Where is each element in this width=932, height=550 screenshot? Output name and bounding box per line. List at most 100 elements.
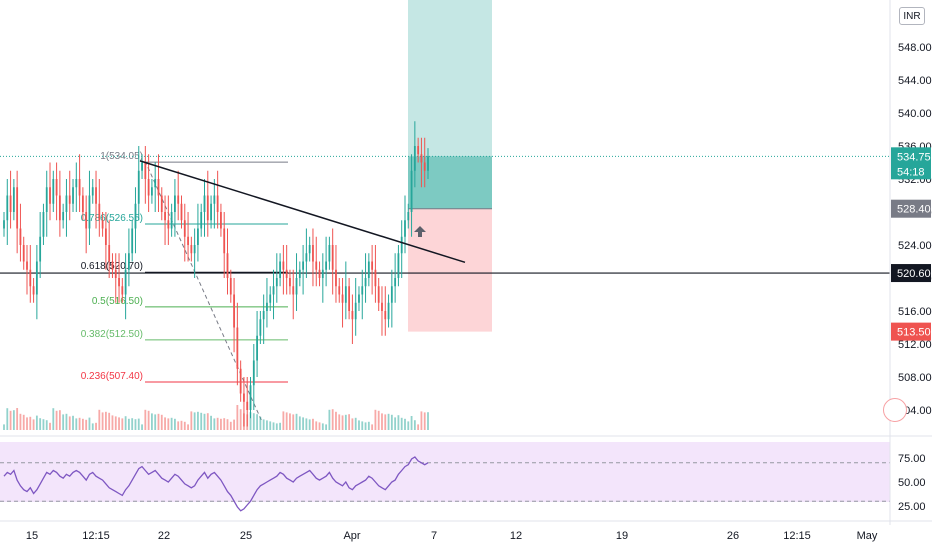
volume-bar [387, 413, 390, 430]
volume-bar [55, 410, 58, 430]
candle-body [68, 195, 71, 204]
volume-bar [42, 419, 45, 430]
fib-level-label: 0.236(507.40) [81, 371, 143, 382]
candle-body [302, 261, 305, 270]
price-tick: 516.00 [898, 306, 932, 318]
volume-bar [272, 422, 275, 430]
candle-body [390, 286, 393, 303]
volume-bar [200, 412, 203, 430]
candle-body [216, 195, 219, 212]
candle-body [35, 261, 38, 295]
candle-body [190, 245, 193, 254]
price-axis[interactable]: 5548.00544.00540.00536.00532.00528.00524… [889, 0, 932, 525]
candle-body [3, 220, 5, 229]
volume-bar [236, 405, 239, 430]
candle-body [358, 294, 360, 303]
time-tick: 12 [510, 530, 522, 542]
candle-body [423, 162, 426, 171]
candle-body [381, 302, 383, 311]
candle-body [420, 154, 423, 163]
time-tick: 7 [431, 530, 437, 542]
candle-body [141, 162, 143, 171]
volume-bar [243, 413, 245, 430]
volume-bar [269, 421, 272, 430]
candle-body [266, 302, 268, 311]
volume-bar [167, 418, 170, 430]
candle-body [22, 245, 25, 262]
volume-bar [338, 414, 341, 430]
volume-bar [427, 412, 429, 430]
volume-bar [39, 418, 42, 430]
rsi-tick: 50.00 [898, 477, 926, 489]
candle-body [127, 253, 130, 270]
candle-body [397, 253, 400, 278]
candle-body [9, 195, 12, 212]
candle-body [197, 228, 199, 245]
candle-body [131, 228, 134, 254]
volume-bar [190, 411, 193, 430]
candle-body [49, 187, 51, 204]
candle-body [200, 212, 203, 229]
candle-body [124, 269, 127, 295]
volume-bar [19, 413, 22, 430]
candle-body [108, 245, 111, 262]
candle-body [229, 278, 232, 295]
time-axis[interactable]: 15 12:15 22 25 Apr 7 12 19 26 12:15 May [0, 520, 932, 542]
trend-line[interactable] [139, 160, 466, 264]
candle-body [243, 393, 245, 402]
volume-bar [298, 416, 301, 430]
volume-bar [312, 418, 314, 430]
horizontal-line-badge-text: 520.60 [897, 268, 931, 280]
candle-body [72, 187, 74, 204]
volume-bar [407, 421, 410, 430]
candle-body [203, 195, 206, 212]
volume-bar [325, 424, 328, 430]
volume-bar [233, 419, 235, 430]
entry-badge [891, 199, 931, 218]
candle-body [341, 294, 344, 303]
volume-bar [151, 413, 153, 430]
volume-bar [111, 415, 114, 430]
volume-bar [88, 417, 91, 430]
candle-body [233, 294, 235, 328]
currency-toggle-button[interactable]: INR [899, 7, 925, 25]
volume-bar [275, 423, 278, 430]
volume-bar [315, 421, 318, 430]
candle-body [134, 203, 137, 229]
rsi-pane[interactable] [0, 435, 932, 512]
candle-body [315, 261, 318, 270]
candle-body [328, 245, 331, 262]
candle-body [354, 302, 357, 320]
volume-bar [361, 421, 364, 430]
volume-bar [266, 420, 268, 430]
candle-body [292, 286, 295, 295]
candle-body [417, 146, 420, 155]
volume-bar [170, 417, 173, 430]
candle-body [404, 220, 406, 237]
candle-body [167, 220, 170, 229]
candle-body [226, 253, 229, 278]
profit-zone [408, 0, 492, 209]
volume-bar [220, 418, 222, 430]
price-pane[interactable]: 1(534.05)0.786(526.55)0.618(520.70)0.5(5… [0, 0, 890, 430]
candle-body [78, 179, 81, 196]
volume-bar [282, 411, 285, 430]
candle-body [252, 360, 255, 386]
volume-bar [302, 417, 305, 430]
candle-body [42, 212, 45, 237]
volume-bar [65, 413, 68, 430]
volume-bar [183, 421, 186, 430]
volume-bar [154, 414, 157, 430]
candle-body [321, 269, 324, 278]
time-tick: 15 [26, 530, 38, 542]
candle-body [154, 179, 157, 188]
clock-icon[interactable] [883, 398, 907, 422]
volume-bar [121, 418, 124, 430]
candle-body [157, 179, 160, 196]
candle-body [210, 203, 212, 221]
volume-bar [9, 410, 12, 430]
candle-body [6, 195, 9, 221]
rsi-tick: 75.00 [898, 453, 926, 465]
fib-level-label: 0.786(526.55) [81, 213, 143, 224]
